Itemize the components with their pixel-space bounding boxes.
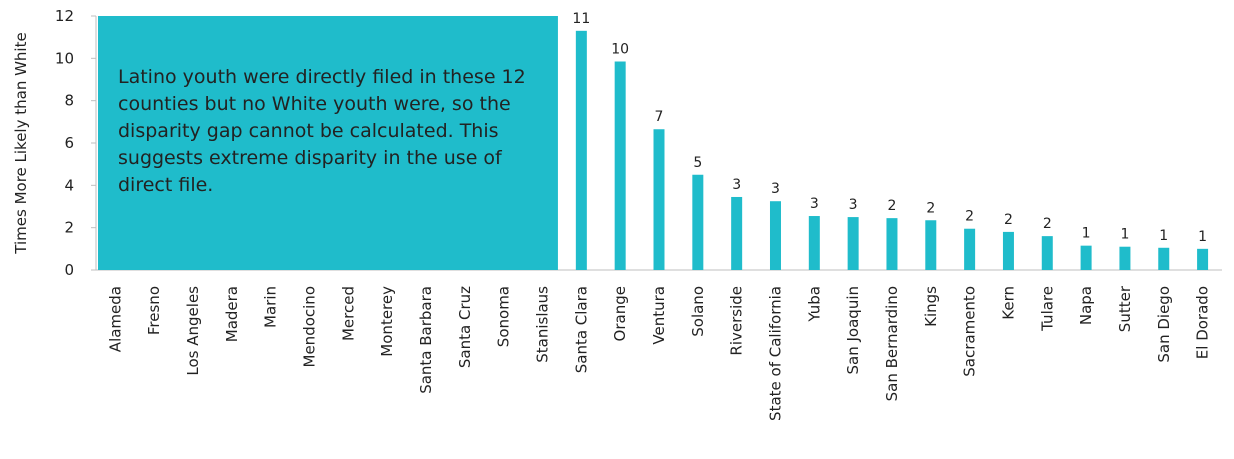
data-label: 2: [1043, 216, 1052, 232]
x-tick-label: State of California: [766, 286, 784, 421]
bar: [614, 61, 626, 271]
bar: [1002, 231, 1014, 270]
x-tick-label: Santa Clara: [572, 286, 590, 373]
bar: [886, 218, 898, 270]
x-tick-label: Madera: [223, 286, 241, 342]
y-tick-label: 8: [64, 92, 74, 110]
bar: [1197, 248, 1209, 270]
bar: [1119, 246, 1131, 270]
x-tick-label: San Diego: [1155, 286, 1173, 363]
data-label: 1: [1120, 227, 1129, 243]
data-label: 2: [888, 198, 897, 214]
x-tick-label: Santa Cruz: [456, 286, 474, 368]
x-tick-label: Riverside: [728, 286, 746, 356]
x-tick-label: San Bernardino: [883, 286, 901, 401]
bars: [575, 30, 1209, 271]
x-tick-label: Kern: [999, 286, 1017, 320]
x-tick-label: Ventura: [650, 286, 668, 345]
x-tick-label: Alameda: [106, 286, 124, 352]
x-tick-label: Mendocino: [301, 286, 319, 367]
bar: [964, 228, 976, 270]
data-label: 2: [926, 200, 935, 216]
data-label: 1: [1082, 226, 1091, 242]
x-tick-label: Santa Barbara: [417, 286, 435, 394]
data-label: 10: [611, 42, 629, 58]
x-tick-label: Orange: [611, 286, 629, 341]
x-tick-label: Sutter: [1116, 285, 1134, 332]
x-axis-labels: Alameda Fresno Los Angeles Madera Marin Mendo…: [106, 285, 1211, 421]
x-tick-label: Fresno: [145, 286, 163, 335]
y-tick-label: 10: [55, 49, 74, 67]
y-tick-label: 4: [64, 176, 74, 194]
data-label: 2: [965, 209, 974, 225]
bar: [653, 129, 665, 270]
y-tick-label: 6: [64, 134, 74, 152]
bar: [1080, 245, 1092, 270]
x-tick-label: El Dorado: [1194, 286, 1212, 359]
x-tick-label: Stanislaus: [534, 286, 552, 363]
x-tick-label: Napa: [1077, 286, 1095, 325]
bar: [808, 216, 820, 270]
data-label: 3: [849, 197, 858, 213]
x-tick-label: Marin: [262, 286, 280, 328]
data-label: 5: [693, 155, 702, 171]
bar: [925, 220, 937, 270]
x-tick-label: Sonoma: [495, 286, 513, 347]
annotation-box: [98, 16, 558, 270]
data-label: 1: [1198, 229, 1207, 245]
bar: [1041, 236, 1053, 270]
x-tick-label: Solano: [689, 286, 707, 337]
data-label: 3: [810, 196, 819, 212]
x-tick-label: Kings: [922, 286, 940, 327]
y-tick-label: 12: [55, 7, 74, 25]
bar: [1158, 247, 1170, 270]
bar: [692, 174, 704, 270]
x-tick-label: Tulare: [1038, 286, 1056, 332]
data-label: 2: [1004, 212, 1013, 228]
y-axis-title: Times More Likely than White: [12, 32, 30, 254]
bar: [769, 201, 781, 270]
annotation-text: Latino youth were directly filed in thes…: [118, 66, 526, 196]
data-label: 1: [1159, 228, 1168, 244]
bar: [575, 30, 587, 270]
x-tick-label: Sacramento: [961, 286, 979, 377]
y-tick-label: 0: [64, 261, 74, 279]
x-tick-label: Monterey: [378, 286, 396, 357]
bar: [731, 196, 743, 270]
data-label: 11: [572, 11, 590, 27]
x-tick-label: Yuba: [805, 286, 823, 323]
x-tick-label: San Joaquin: [844, 286, 862, 374]
data-label: 3: [732, 177, 741, 193]
x-tick-label: Los Angeles: [184, 286, 202, 376]
data-label: 3: [771, 181, 780, 197]
x-tick-label: Merced: [339, 286, 357, 341]
data-label: 7: [655, 109, 664, 125]
bar: [847, 217, 859, 270]
y-tick-label: 2: [64, 219, 74, 237]
